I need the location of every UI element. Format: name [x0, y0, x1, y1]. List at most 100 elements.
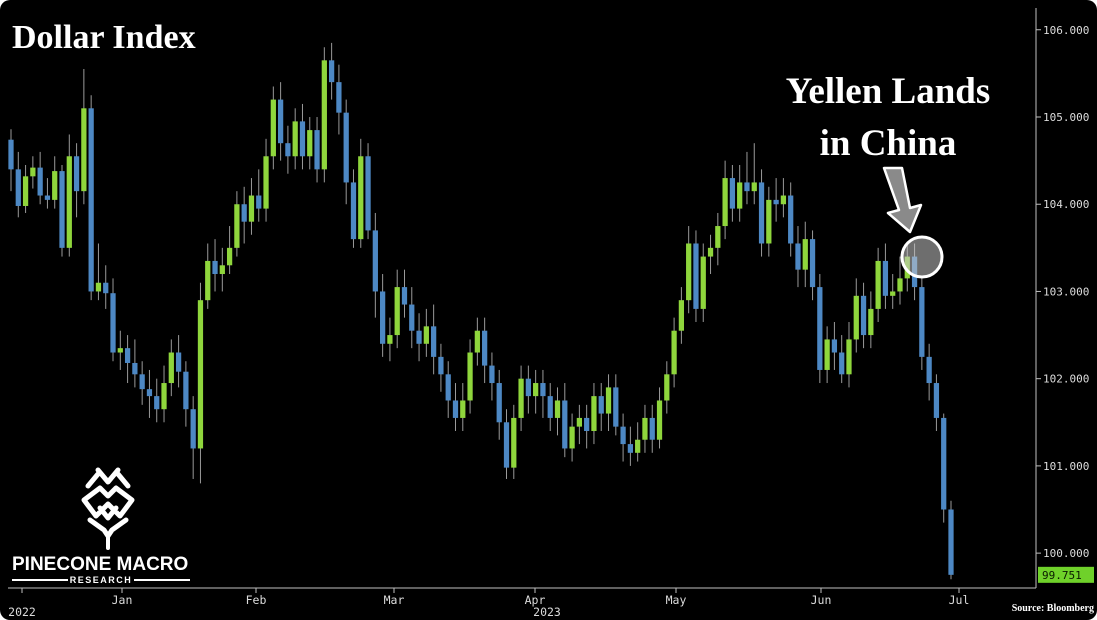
candle — [693, 230, 699, 322]
candle-body-up — [219, 265, 225, 275]
candle-body-down — [620, 426, 626, 445]
candle — [88, 95, 94, 301]
candle — [649, 404, 655, 453]
candle-body-down — [8, 139, 14, 170]
candle-body-down — [256, 195, 262, 209]
candle-body-down — [146, 389, 153, 397]
candle-body-up — [248, 195, 255, 222]
candle-body-up — [292, 121, 298, 157]
candle-body-down — [175, 352, 182, 372]
highlight-circle — [900, 235, 944, 279]
candle — [948, 500, 954, 580]
candle-body-up — [117, 348, 123, 353]
candle-body-up — [161, 383, 167, 410]
candle — [795, 226, 801, 288]
candle-body-up — [270, 99, 276, 157]
candle-body-down — [59, 171, 65, 248]
candle-body-down — [919, 287, 925, 357]
candle — [591, 383, 597, 445]
candle — [183, 361, 189, 427]
candle — [460, 383, 466, 432]
annotation-arrow-icon — [882, 166, 923, 234]
candle — [124, 335, 131, 384]
candle — [678, 287, 685, 344]
y-tick-label: 104.000 — [1043, 198, 1089, 211]
x-tick-label: Jan — [112, 593, 133, 607]
candle — [511, 404, 517, 479]
candle — [933, 374, 940, 432]
candle — [234, 191, 240, 257]
candle-body-down — [525, 378, 531, 397]
candle — [285, 125, 291, 174]
candle-body-down — [103, 282, 109, 294]
x-tick-label: 2022 — [8, 605, 36, 619]
candle — [394, 269, 400, 349]
candle-body-up — [263, 156, 269, 209]
candle-body-down — [139, 374, 145, 390]
candle-body-up — [686, 243, 692, 301]
candle-body-down — [860, 295, 867, 336]
candle-body-up — [81, 108, 87, 192]
candle — [780, 178, 787, 218]
candle — [613, 374, 619, 436]
candle — [489, 352, 495, 401]
y-tick-label: 101.000 — [1043, 460, 1089, 473]
candle — [882, 243, 889, 309]
candle-body-down — [154, 396, 160, 410]
candle-body-up — [751, 182, 757, 192]
x-axis-ticks: 2022 Jan Feb Mar Apr May Jun Jul 2023 — [8, 588, 969, 619]
candle — [52, 156, 58, 209]
candle-body-down — [627, 444, 634, 453]
candlestick-series — [8, 42, 954, 580]
candle-body-up — [897, 278, 903, 292]
candle — [103, 265, 109, 309]
candle-body-down — [773, 199, 779, 205]
y-tick-label: 105.000 — [1043, 111, 1089, 124]
candle-body-up — [533, 383, 539, 397]
candle — [868, 291, 874, 349]
candle — [59, 164, 65, 257]
candle-body-down — [941, 417, 947, 510]
candle-body-down — [241, 204, 247, 222]
candle — [110, 278, 116, 362]
candle-body-down — [613, 387, 619, 427]
candle — [168, 339, 174, 397]
candle — [846, 321, 852, 388]
candle-body-down — [285, 143, 291, 157]
candle-body-down — [649, 417, 655, 440]
candle — [642, 404, 648, 453]
x-tick-label: Mar — [384, 593, 405, 607]
candle — [438, 343, 444, 392]
candle — [423, 308, 429, 357]
candle-body-down — [744, 182, 750, 192]
candle — [496, 369, 502, 440]
candle — [343, 99, 349, 205]
candle-body-up — [576, 417, 582, 427]
candle-body-up — [664, 374, 670, 401]
candle-body-down — [365, 156, 371, 231]
candle — [518, 365, 524, 432]
y-tick-label: 102.000 — [1043, 373, 1089, 386]
candle-body-down — [409, 304, 415, 331]
candle — [831, 321, 838, 370]
candle-body-down — [372, 230, 378, 292]
candle — [30, 156, 36, 189]
candle — [175, 335, 182, 388]
candle-body-up — [890, 291, 896, 296]
candle — [197, 282, 204, 484]
candle — [358, 138, 364, 248]
candle-body-down — [788, 195, 794, 244]
candle — [132, 339, 138, 388]
candle — [875, 247, 881, 322]
candle-body-down — [431, 326, 437, 357]
candle — [314, 117, 320, 183]
candle — [73, 143, 80, 218]
candle — [256, 169, 262, 222]
candle — [773, 178, 779, 222]
candle-body-up — [307, 130, 313, 157]
source-note: Source: Bloomberg — [1012, 603, 1094, 614]
candle-body-down — [598, 396, 604, 414]
x-tick-label: Jun — [811, 593, 832, 607]
chart-title: Dollar Index — [12, 19, 196, 56]
